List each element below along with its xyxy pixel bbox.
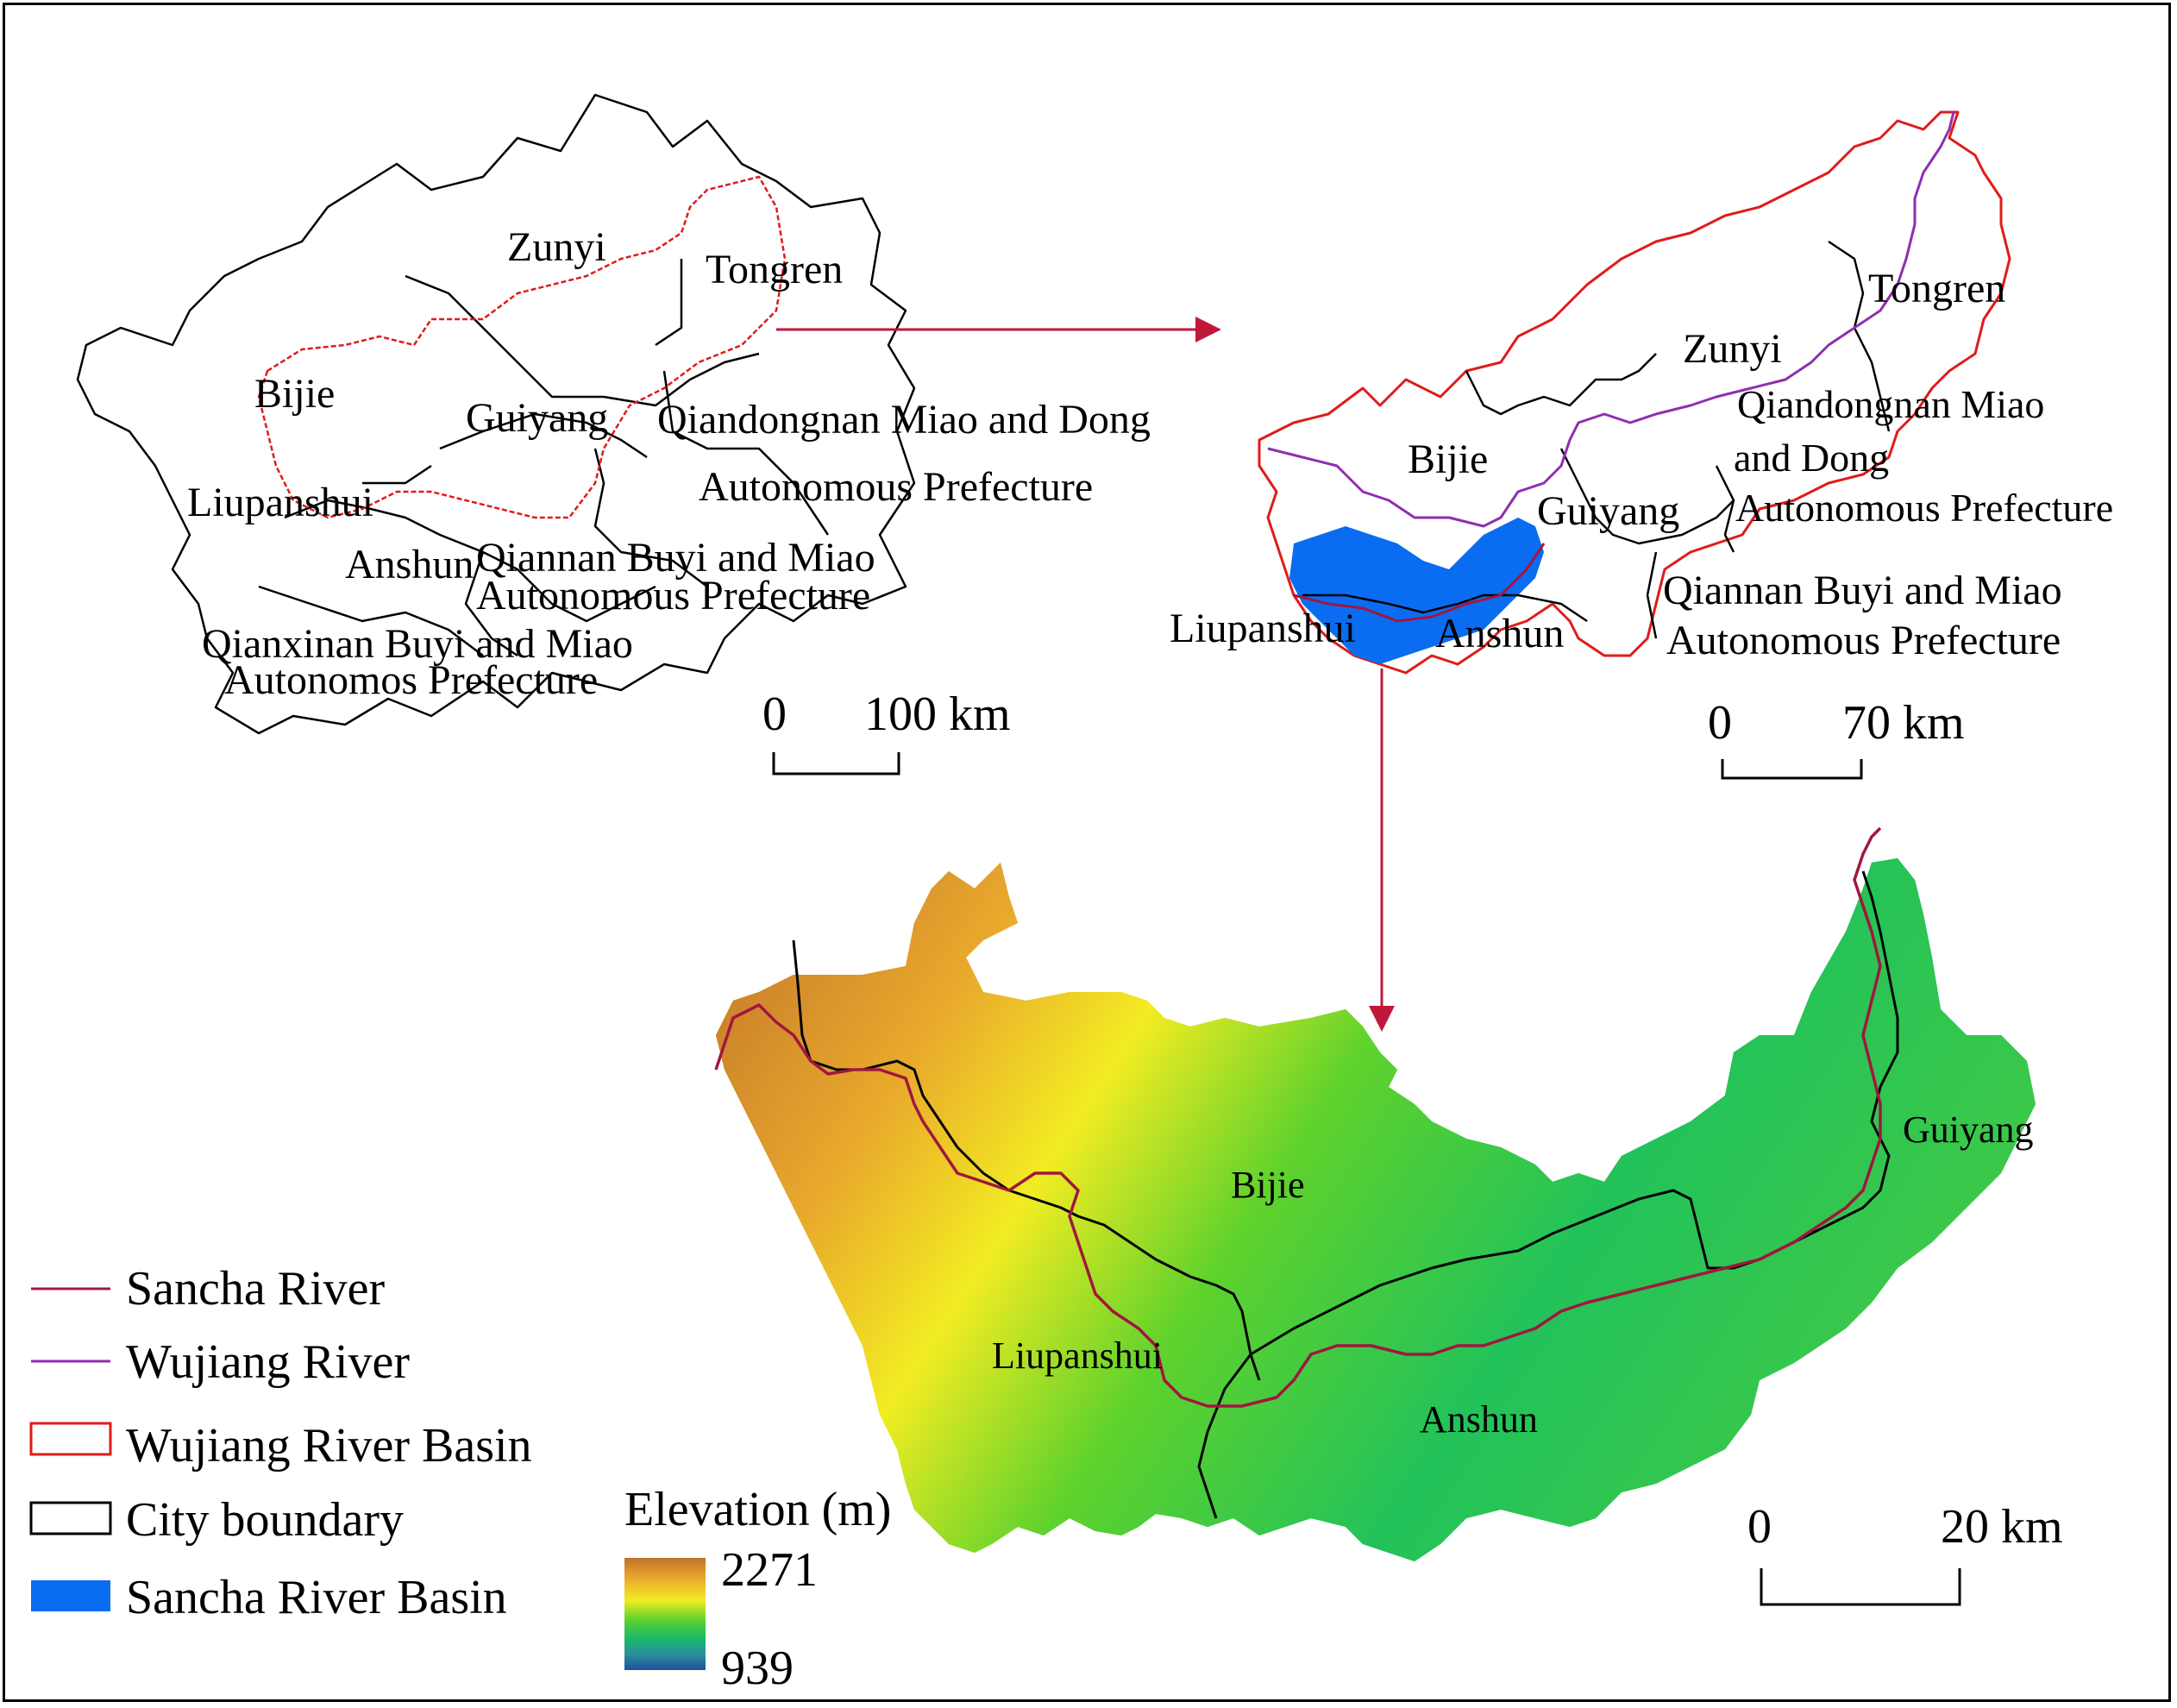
basin-label-anshun: Anshun xyxy=(1435,611,1564,656)
basin-label-bijie: Bijie xyxy=(1408,436,1488,482)
basin-label-zunyi: Zunyi xyxy=(1683,326,1782,372)
basin-label-qiandongnan-3: Autonomous Prefecture xyxy=(1735,486,2113,530)
legend-item-city-boundary: City boundary xyxy=(29,1493,404,1547)
basin-outline xyxy=(1258,110,2011,675)
dem-map: Bijie Guiyang Liupanshui Anshun 0 20 km xyxy=(714,826,2063,1606)
legend: Sancha River Wujiang River Wujiang River… xyxy=(29,1262,532,1624)
basin-label-liupanshui: Liupanshui xyxy=(1170,606,1356,651)
basin-label-tongren: Tongren xyxy=(1868,266,2005,311)
basin-scale-zero: 0 xyxy=(1708,696,1732,750)
overview-label-qiandongnan-2: Autonomous Prefecture xyxy=(699,464,1093,510)
overview-label-qianxinan-2: Autonomos Prefecture xyxy=(224,657,598,703)
overview-scale-zero: 0 xyxy=(762,688,787,741)
basin-map: Tongren Zunyi Qiandongnan Miao and Dong … xyxy=(1170,110,2113,780)
dem-scale-label: 20 km xyxy=(1941,1500,2063,1554)
overview-label-qiannan-1: Qiannan Buyi and Miao xyxy=(476,535,875,581)
figure-frame xyxy=(3,3,2171,1702)
legend-item-sancha-basin: Sancha River Basin xyxy=(31,1571,507,1624)
legend-label-sancha-river: Sancha River xyxy=(126,1262,385,1316)
legend-label-wujiang-basin: Wujiang River Basin xyxy=(126,1419,532,1473)
basin-scale-bar: 0 70 km xyxy=(1708,696,1965,780)
elevation-color-ramp xyxy=(624,1558,706,1670)
elevation-min-label: 939 xyxy=(721,1642,794,1695)
overview-scale-bar: 0 100 km xyxy=(762,688,1011,776)
overview-label-tongren: Tongren xyxy=(706,247,843,292)
overview-label-zunyi: Zunyi xyxy=(507,224,606,270)
overview-label-liupanshui: Liupanshui xyxy=(187,480,373,525)
legend-item-wujiang-basin: Wujiang River Basin xyxy=(29,1419,532,1473)
basin-wujiang-river xyxy=(1267,111,1955,528)
legend-label-wujiang-river: Wujiang River xyxy=(126,1335,410,1389)
basin-sancha-river xyxy=(1293,543,1546,623)
dem-sancha-river xyxy=(714,826,1882,1408)
basin-city-boundaries xyxy=(1302,240,1891,639)
legend-item-wujiang-river: Wujiang River xyxy=(31,1335,410,1389)
dem-scale-zero: 0 xyxy=(1747,1500,1772,1554)
elevation-legend: Elevation (m) 2271 939 xyxy=(624,1483,891,1695)
basin-label-qiandongnan-2: and Dong xyxy=(1734,436,1889,480)
overview-label-qianxinan-1: Qianxinan Buyi and Miao xyxy=(202,621,633,667)
basin-scale-label: 70 km xyxy=(1842,696,1965,750)
dem-label-liupanshui: Liupanshui xyxy=(992,1334,1163,1377)
elevation-max-label: 2271 xyxy=(721,1543,818,1597)
legend-item-sancha-river: Sancha River xyxy=(31,1262,385,1316)
sancha-basin-fill xyxy=(1289,518,1544,664)
dem-scale-bar: 0 20 km xyxy=(1747,1500,2063,1606)
overview-city-boundaries xyxy=(76,93,916,735)
legend-label-sancha-basin: Sancha River Basin xyxy=(126,1571,507,1624)
overview-label-guiyang: Guiyang xyxy=(466,395,608,441)
basin-label-qiannan-2: Autonomous Prefecture xyxy=(1666,618,2061,663)
overview-label-bijie: Bijie xyxy=(254,371,335,417)
legend-label-city-boundary: City boundary xyxy=(126,1493,404,1547)
overview-label-anshun: Anshun xyxy=(345,542,474,587)
dem-label-bijie: Bijie xyxy=(1231,1164,1305,1206)
dem-label-guiyang: Guiyang xyxy=(1903,1108,2034,1151)
basin-label-qiannan-1: Qiannan Buyi and Miao xyxy=(1663,568,2062,613)
elevation-legend-title: Elevation (m) xyxy=(624,1483,891,1536)
overview-label-qiandongnan-1: Qiandongnan Miao and Dong xyxy=(657,397,1151,443)
overview-basin-outline xyxy=(257,175,787,519)
overview-label-qiannan-2: Autonomous Prefecture xyxy=(476,573,870,619)
basin-label-qiandongnan-1: Qiandongnan Miao xyxy=(1737,382,2044,426)
overview-map: Zunyi Tongren Bijie Guiyang Qiandongnan … xyxy=(76,93,1151,776)
dem-label-anshun: Anshun xyxy=(1420,1398,1538,1441)
overview-scale-label: 100 km xyxy=(864,688,1011,741)
basin-label-guiyang: Guiyang xyxy=(1537,488,1679,534)
